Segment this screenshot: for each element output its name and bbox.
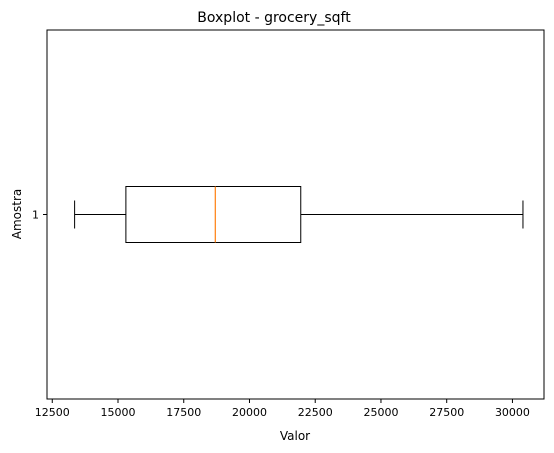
x-axis-label: Valor xyxy=(280,429,310,443)
x-axis: 12500 15000 17500 20000 22500 25000 27500 30000 xyxy=(35,399,530,419)
y-axis: 1 xyxy=(32,209,47,222)
chart-title: Boxplot - grocery_sqft xyxy=(197,10,351,26)
x-tick-label: 30000 xyxy=(495,406,530,419)
x-tick-label: 17500 xyxy=(166,406,201,419)
x-tick-label: 25000 xyxy=(363,406,398,419)
x-tick-label: 20000 xyxy=(232,406,267,419)
x-tick-label: 22500 xyxy=(298,406,333,419)
x-tick-label: 15000 xyxy=(101,406,136,419)
box-layer xyxy=(74,186,524,243)
x-tick-label: 12500 xyxy=(35,406,70,419)
x-tick-label: 27500 xyxy=(429,406,464,419)
y-tick-label: 1 xyxy=(32,209,39,222)
iqr-box xyxy=(125,186,302,243)
y-axis-label: Amostra xyxy=(10,189,24,239)
